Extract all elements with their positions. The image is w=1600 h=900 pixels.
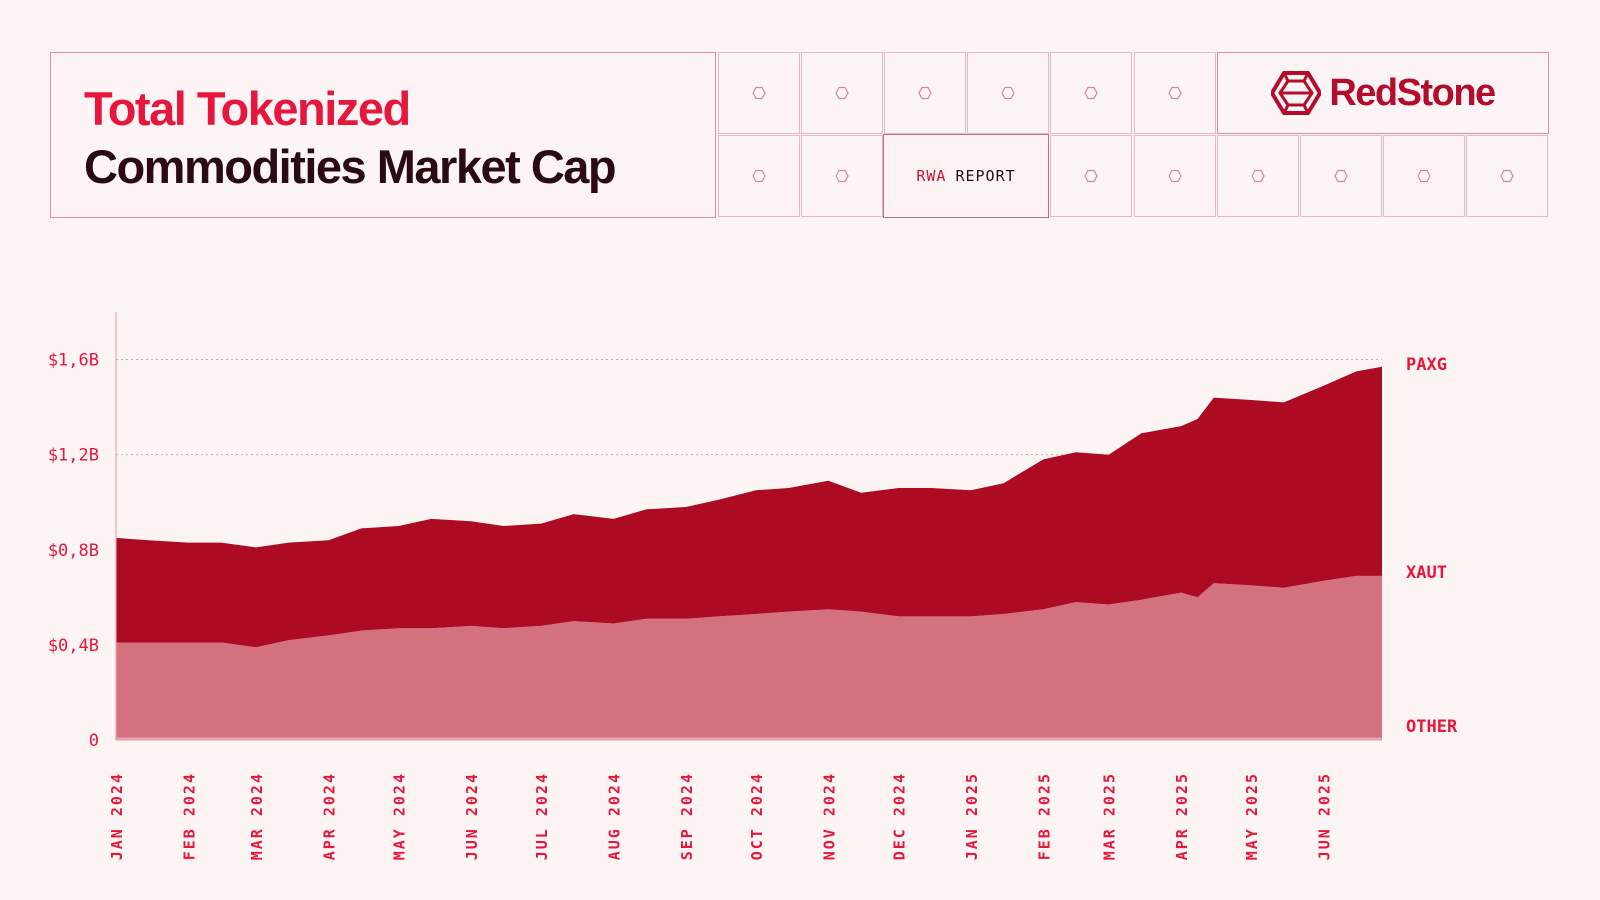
axis-layer	[115, 312, 1382, 741]
y-tick-label: 0	[89, 731, 99, 751]
x-tick-label: FEB 2024	[180, 772, 198, 860]
x-tick-label: MAY 2025	[1243, 772, 1261, 860]
y-tick-label: $0,4B	[48, 636, 99, 656]
brand-name: RedStone	[1329, 71, 1496, 114]
decor-tile	[801, 135, 883, 217]
decor-tile	[1134, 135, 1216, 217]
hexagon-icon	[1084, 86, 1098, 100]
report-tag: RWA REPORT	[883, 134, 1049, 218]
series-label-other: OTHER	[1406, 717, 1458, 737]
series-area-paxg	[116, 366, 1382, 648]
x-tick-label: JUN 2025	[1316, 772, 1334, 860]
decor-tile	[1050, 135, 1132, 217]
y-tick-label: $0,8B	[48, 541, 99, 561]
decor-tile	[1050, 52, 1132, 134]
hexagon-icon	[835, 169, 849, 183]
series-label-xaut: XAUT	[1406, 563, 1447, 583]
decor-tile	[967, 52, 1049, 134]
x-tick-label: JUN 2024	[463, 772, 481, 860]
x-tick-label: JAN 2024	[108, 772, 126, 860]
hexagon-icon	[1334, 169, 1348, 183]
y-tick-label: $1,6B	[48, 351, 99, 371]
hexagon-icon	[1251, 169, 1265, 183]
x-tick-label: JAN 2025	[963, 772, 981, 860]
label-layer: 0 $0,4B $0,8B $1,2B $1,6B JAN 2024 FEB 2024 MAR…	[48, 351, 1458, 861]
x-tick-label: NOV 2024	[820, 772, 838, 860]
report-tag-report: REPORT	[955, 167, 1016, 185]
chart-title-line-1: Total Tokenized	[84, 82, 411, 135]
decor-tile	[1466, 135, 1548, 217]
chart-title-line-2: Commodities Market Cap	[84, 140, 617, 193]
x-tick-label: SEP 2024	[678, 772, 696, 860]
hexagon-icon	[1168, 86, 1182, 100]
hexagon-icon	[1001, 86, 1015, 100]
series-area-xaut	[116, 575, 1382, 738]
x-tick-label: FEB 2025	[1035, 772, 1053, 860]
hexagon-icon	[1417, 169, 1431, 183]
x-tick-label: AUG 2024	[606, 772, 624, 860]
title-panel: Total Tokenized Commodities Market Cap	[50, 52, 716, 218]
x-tick-label: APR 2025	[1173, 772, 1191, 860]
decor-tile	[1300, 135, 1382, 217]
decor-tile	[1383, 135, 1465, 217]
hexagon-icon	[1168, 169, 1182, 183]
hexagon-icon	[1500, 169, 1514, 183]
hexagon-icon	[918, 86, 932, 100]
x-tick-label: APR 2024	[321, 772, 339, 860]
hexagon-icon	[752, 169, 766, 183]
report-tag-rwa: RWA	[916, 167, 947, 185]
x-tick-label: JUL 2024	[533, 772, 551, 860]
hexagon-icon	[752, 86, 766, 100]
area-layer	[116, 366, 1382, 740]
decor-tile	[884, 52, 966, 134]
series-label-paxg: PAXG	[1406, 355, 1447, 375]
x-tick-label: DEC 2024	[891, 772, 909, 860]
x-tick-label: MAY 2024	[391, 772, 409, 860]
y-tick-label: $1,2B	[48, 446, 99, 466]
hexagon-icon	[835, 86, 849, 100]
x-tick-label: MAR 2025	[1101, 772, 1119, 860]
redstone-logo-icon	[1271, 71, 1322, 115]
decor-tile	[801, 52, 883, 134]
x-tick-label: OCT 2024	[748, 772, 766, 860]
decor-tile	[718, 52, 800, 134]
decor-tile	[718, 135, 800, 217]
decor-tile	[1217, 135, 1299, 217]
decor-tile	[1134, 52, 1216, 134]
x-tick-label: MAR 2024	[248, 772, 266, 860]
hexagon-icon	[1084, 169, 1098, 183]
brand-logo: RedStone	[1217, 52, 1549, 134]
